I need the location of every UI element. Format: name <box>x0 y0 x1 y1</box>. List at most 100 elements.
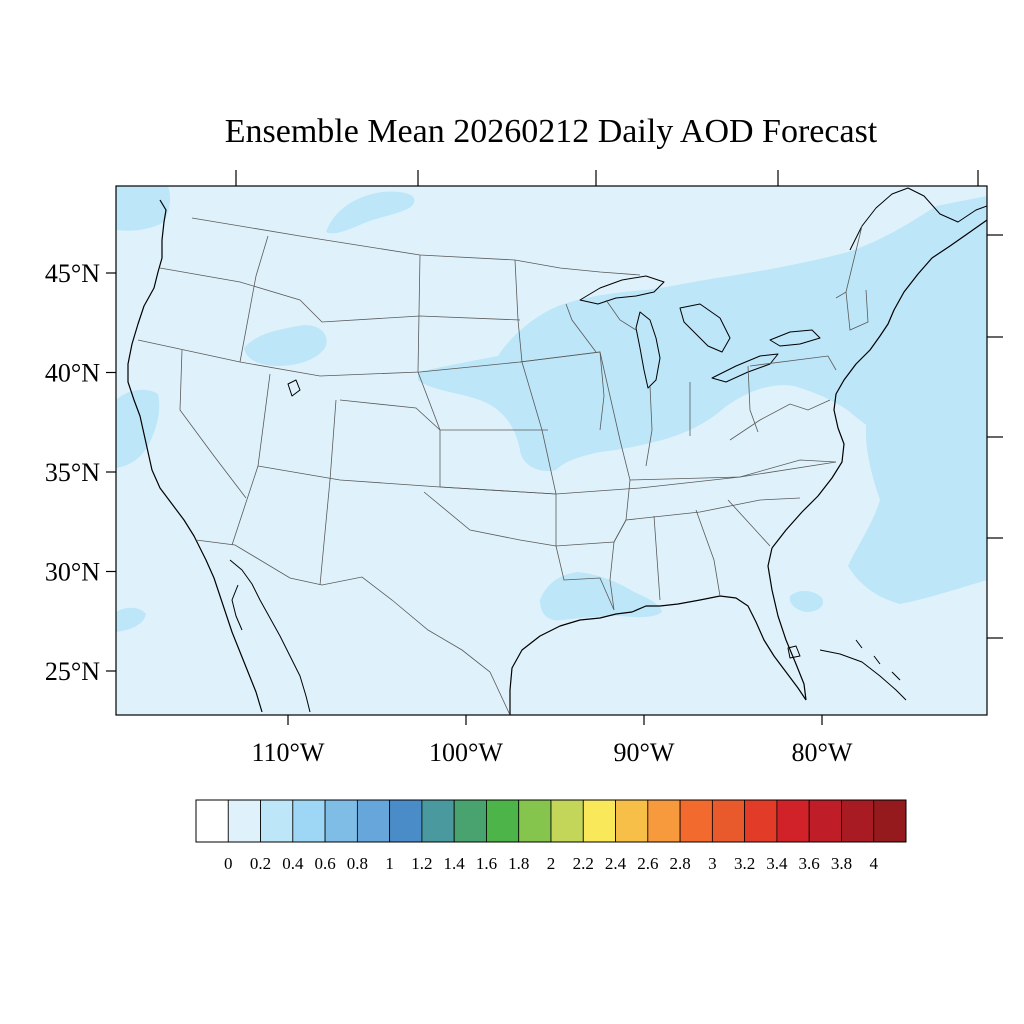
colorbar-outline <box>195 799 907 843</box>
longitude-axis: 110°W 100°W 90°W 80°W <box>252 715 853 767</box>
lake-okeechobee <box>787 645 801 659</box>
frame-ticks <box>235 170 1003 639</box>
colorbar-bin-20 <box>841 799 875 843</box>
state-borders <box>137 217 869 715</box>
colorbar-label: 4 <box>869 854 878 873</box>
colorbar-bin-15 <box>679 799 713 843</box>
latitude-axis: 45°N 40°N 35°N 30°N 25°N <box>45 259 116 686</box>
aod-elevated-regions <box>116 186 987 632</box>
lake-ontario <box>769 329 821 347</box>
colorbar-label: 2.6 <box>637 854 658 873</box>
colorbar-bin-21 <box>873 799 907 843</box>
latitude-tick-label: 35°N <box>45 458 100 487</box>
colorbar-labels: 0 0.2 0.4 0.6 0.8 1 1.2 1.4 1.6 1.8 2 2.2 2.4 2.6 2.8 3… <box>224 854 878 873</box>
colorbar-label: 0.2 <box>250 854 271 873</box>
border-ky-tn <box>629 459 837 481</box>
latitude-tick-label: 45°N <box>45 259 100 288</box>
lake-michigan <box>635 311 661 389</box>
colorbar-bin-12 <box>582 799 616 843</box>
colorbar-bin-11 <box>550 799 584 843</box>
colorbar-label: 2.2 <box>573 854 594 873</box>
colorbar-label: 3.8 <box>831 854 852 873</box>
coastline-gulf <box>509 595 807 715</box>
colorbar-label: 0.6 <box>314 854 335 873</box>
border-id-wy <box>239 235 269 363</box>
colorbar-label: 2.8 <box>669 854 690 873</box>
map-frame <box>115 185 988 716</box>
aod-patch-florida-straits <box>789 590 824 612</box>
colorbar-label: 1.6 <box>476 854 497 873</box>
border-oh-pa <box>747 365 759 433</box>
colorbar-bin-5 <box>356 799 391 843</box>
lake-erie <box>711 353 779 383</box>
colorbar-label: 1.8 <box>508 854 529 873</box>
aod-patch-gulf-coast <box>540 572 662 621</box>
colorbar-label: 0.8 <box>347 854 368 873</box>
colorbar-label: 2.4 <box>605 854 627 873</box>
border-lat-45 <box>159 267 521 323</box>
colorbar-label: 3.6 <box>799 854 820 873</box>
colorbar-label: 0 <box>224 854 233 873</box>
coastline-cuba <box>819 649 907 701</box>
latitude-tick-label: 25°N <box>45 657 100 686</box>
colorbar-label: 0.4 <box>282 854 304 873</box>
map-panel <box>115 185 988 716</box>
colorbar-bin-16 <box>711 799 746 843</box>
aod-patch-pacific-nw <box>116 186 171 231</box>
colorbar-bin-8 <box>453 799 487 843</box>
latitude-tick-label: 30°N <box>45 558 100 587</box>
longitude-tick-label: 80°W <box>792 738 853 767</box>
colorbar-bin-2 <box>260 799 294 843</box>
colorbar-bin-4 <box>324 799 358 843</box>
longitude-tick-label: 90°W <box>614 738 675 767</box>
border-ms-al <box>653 515 661 601</box>
colorbar-bin-1 <box>227 799 261 843</box>
longitude-tick-label: 110°W <box>252 738 325 767</box>
aod-patch-california-coast <box>116 389 160 468</box>
coastline-west <box>127 199 199 545</box>
colorbar-label: 1 <box>385 854 394 873</box>
colorbar-bin-18 <box>776 799 810 843</box>
latitude-tick-label: 40°N <box>45 359 100 388</box>
colorbar-bin-13 <box>615 799 649 843</box>
coastline-atlantic <box>771 219 987 549</box>
lake-huron <box>679 303 731 353</box>
aod-patch-atlantic <box>848 300 987 604</box>
border-wi-mn <box>565 303 597 353</box>
border-tx-ok <box>423 491 557 547</box>
colorbar-label: 3.2 <box>734 854 755 873</box>
border-al-ga <box>695 509 721 597</box>
map-title: Ensemble Mean 20260212 Daily AOD Forecas… <box>225 113 878 150</box>
colorbar-bin-3 <box>292 799 326 843</box>
border-ia-mo <box>519 351 605 431</box>
aod-patch-montana <box>326 191 415 234</box>
colorbar-bin-10 <box>518 799 552 843</box>
coastline-gulf-of-california <box>229 559 311 713</box>
coastline-baja <box>197 543 263 713</box>
border-ga-sc <box>727 499 771 547</box>
border-ar-la <box>555 545 615 611</box>
border-nv-ca <box>179 349 247 499</box>
colorbar-bin-19 <box>808 799 842 843</box>
coastline-mexico-pacific-south <box>231 584 243 631</box>
border-mt-dakotas <box>417 254 441 487</box>
colorbar-label: 3 <box>708 854 717 873</box>
colorbar-label: 1.2 <box>411 854 432 873</box>
border-ut-co <box>231 373 271 546</box>
coastline-bahamas <box>855 639 901 681</box>
colorbar-bin-17 <box>744 799 778 843</box>
colorbar-label: 3.4 <box>766 854 788 873</box>
border-ks-ne <box>339 399 548 431</box>
border-mississippi <box>599 351 631 611</box>
colorbar-bin-0 <box>195 799 229 843</box>
land-outlines <box>127 187 987 715</box>
border-pa-ny <box>749 355 837 371</box>
coastline-florida-east <box>767 547 807 701</box>
colorbar-label: 1.4 <box>444 854 466 873</box>
aod-colorbar <box>195 799 907 843</box>
border-mexico <box>195 539 511 715</box>
border-il-in <box>645 385 653 467</box>
colorbar-label: 2 <box>547 854 556 873</box>
longitude-tick-label: 100°W <box>429 738 503 767</box>
